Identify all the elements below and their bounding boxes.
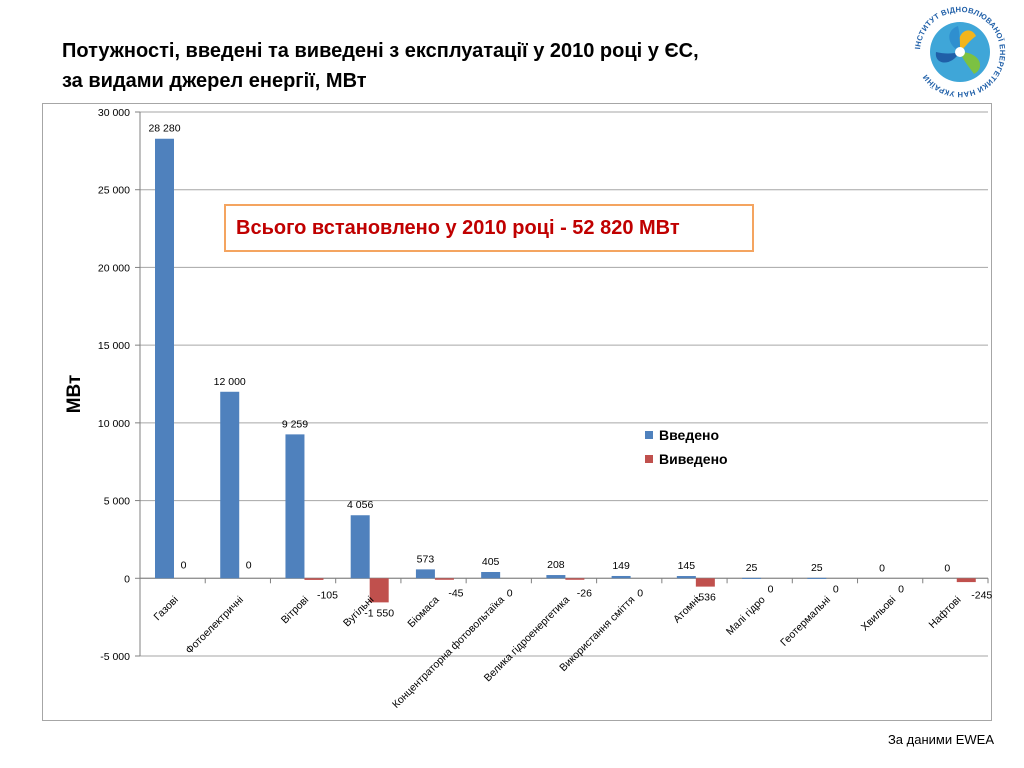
bar-introduced: [220, 391, 240, 579]
bar-introduced: [350, 515, 370, 579]
bar-retired: [565, 578, 585, 580]
data-label-retired: 0: [181, 559, 187, 571]
slide-title-line-1: Потужності, введені та виведені з експлу…: [62, 40, 699, 62]
data-label-retired: -26: [577, 587, 592, 599]
total-installed-note: Всього встановлено у 2010 році - 52 820 …: [224, 204, 754, 252]
slide-title: Потужності, введені та виведені з експлу…: [62, 36, 822, 96]
y-tick-label: 10 000: [98, 418, 130, 430]
legend-swatch: [645, 431, 653, 439]
x-category-label: Нафтові: [927, 594, 964, 631]
data-label-retired: -245: [971, 589, 992, 601]
y-axis-title: МВт: [64, 375, 85, 414]
data-label-introduced: 28 280: [148, 123, 180, 135]
bar-retired: [956, 578, 976, 583]
data-label-introduced: 25: [811, 562, 823, 574]
data-label-retired: -536: [695, 592, 716, 604]
chart-frame: -5 000 0 5 000 10 000 15 000 20 000 25 000 30 0…: [42, 103, 992, 721]
x-category-label: Концентраторна фотовольтаїка: [390, 594, 507, 711]
x-category-label: Фотоелектричні: [183, 594, 246, 657]
y-tick-label: 25 000: [98, 185, 130, 197]
data-label-introduced: 208: [547, 559, 565, 571]
bar-introduced: [481, 571, 501, 579]
source-note: За даними EWEA: [887, 732, 994, 747]
bar-retired: [695, 578, 715, 587]
institute-logo-icon: ІНСТИТУТ ВІДНОВЛЮВАНОЇ ЕНЕРГЕТИКИ НАН УК…: [906, 2, 1014, 102]
data-label-introduced: 4 056: [347, 499, 373, 511]
x-category-label: Атомні: [671, 594, 703, 626]
x-category-label: Хвильові: [859, 594, 898, 633]
data-label-retired: -105: [317, 589, 338, 601]
data-label-retired: 0: [768, 583, 774, 595]
bar-introduced: [807, 577, 827, 579]
x-category-label: Геотермальні: [778, 594, 833, 649]
data-label-retired: -45: [448, 587, 463, 599]
data-label-introduced: 573: [417, 553, 435, 565]
data-label-introduced: 149: [612, 560, 630, 572]
x-category-label: Малі гідро: [724, 594, 768, 638]
bar-retired: [304, 578, 324, 580]
data-label-retired: -1 550: [364, 607, 394, 619]
y-tick-label: 30 000: [98, 107, 130, 119]
bar-retired: [434, 578, 454, 580]
bar-introduced: [676, 576, 696, 579]
y-tick-label: 15 000: [98, 340, 130, 352]
data-label-introduced: 9 259: [282, 418, 308, 430]
data-label-retired: 0: [898, 583, 904, 595]
legend-label: Виведено: [659, 451, 728, 467]
y-tick-label: -5 000: [100, 651, 130, 663]
legend-swatch: [645, 455, 653, 463]
y-tick-label: 0: [124, 573, 130, 585]
bar-introduced: [285, 434, 305, 579]
bar-retired: [369, 578, 389, 603]
data-label-introduced: 12 000: [214, 376, 246, 388]
x-category-label: Газові: [152, 594, 181, 623]
y-tick-label: 5 000: [104, 496, 130, 508]
data-label-introduced: 0: [879, 562, 885, 574]
bar-introduced: [155, 138, 174, 579]
data-label-introduced: 145: [678, 560, 696, 572]
data-label-retired: 0: [637, 587, 643, 599]
data-label-introduced: 0: [944, 562, 950, 574]
bar-introduced: [742, 577, 762, 579]
x-category-label: Вітрові: [279, 594, 311, 626]
slide-title-line-2: за видами джерел енергії, МВт: [62, 70, 367, 92]
x-category-label: Використання сміття: [557, 594, 637, 674]
bar-introduced: [611, 575, 631, 579]
bar-introduced: [415, 569, 435, 579]
data-label-retired: 0: [833, 583, 839, 595]
data-label-retired: 0: [246, 559, 252, 571]
data-label-introduced: 405: [482, 556, 500, 568]
data-label-retired: 0: [507, 587, 513, 599]
data-label-introduced: 25: [746, 562, 758, 574]
legend-label: Введено: [659, 427, 719, 443]
x-category-label: Біомаса: [405, 594, 441, 630]
y-tick-label: 20 000: [98, 262, 130, 274]
bar-introduced: [546, 575, 566, 579]
